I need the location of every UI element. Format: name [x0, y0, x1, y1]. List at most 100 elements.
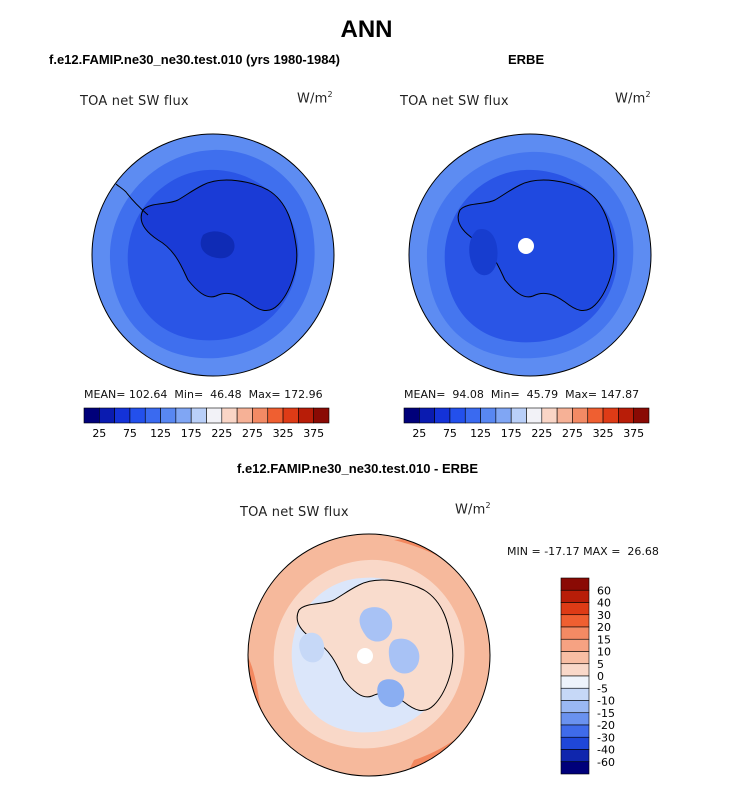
panel-3-colorbar-tick-label: -5 [597, 682, 608, 695]
panel-3-colorbar-swatch [560, 663, 590, 677]
panel-1-colorbar-swatch [313, 407, 330, 424]
panel-3-colorbar-tick-label: 30 [597, 609, 611, 622]
panel-3-field-label: TOA net SW flux [240, 505, 349, 520]
panel-1-colorbar-swatch [99, 407, 115, 424]
panel-3-colorbar-swatch [560, 675, 590, 689]
panel-2-ice-sheet [457, 179, 615, 312]
panel-3-missing-pole [357, 648, 373, 664]
panel-3-colorbar-swatch [560, 651, 590, 665]
panel-3-colorbar-swatch [560, 761, 590, 775]
panel-3-interior-patch-b [388, 638, 420, 674]
panel-2-colorbar-swatch [495, 407, 512, 424]
panel-2-title: ERBE [508, 52, 545, 67]
figure-title: ANN [340, 16, 393, 43]
panel-2-colorbar-swatch [434, 407, 451, 424]
panel-3-colorbar-swatch [560, 687, 590, 701]
panel-3-colorbar-tick-label: 0 [597, 670, 604, 683]
panel-2-colorbar-swatch [572, 407, 589, 424]
panel-1-colorbar-swatch [236, 407, 253, 424]
panel-2-map [408, 133, 652, 377]
panel-3-map [247, 533, 491, 777]
panel-1-colorbar-tick-label: 25 [92, 427, 106, 440]
panel-3-stats: MIN = -17.17 MAX = 26.68 [507, 545, 659, 558]
panel-2-colorbar-tick-label: 125 [470, 427, 491, 440]
panel-1-colorbar-tick-label: 175 [181, 427, 202, 440]
panel-3-colorbar-swatch [560, 614, 590, 628]
panel-3-colorbar-tick-label: 5 [597, 658, 604, 671]
panel-1-colorbar-swatch [83, 407, 100, 424]
panel-2-units: W/m2 [615, 90, 651, 107]
panel-2-colorbar-tick-label: 325 [593, 427, 614, 440]
panel-1-colorbar-tick-label: 275 [242, 427, 263, 440]
panel-3-colorbar-swatch [560, 577, 590, 591]
panel-2-field-label: TOA net SW flux [400, 94, 509, 109]
panel-2-colorbar-tick-label: 75 [443, 427, 457, 440]
panel-1-colorbar-swatch [175, 407, 192, 424]
panel-3-colorbar-tick-label: 60 [597, 584, 611, 597]
panel-1-colorbar-swatch [206, 407, 223, 424]
panel-1-colorbar-swatch [298, 407, 314, 424]
panel-3-interior-patch-d [377, 679, 405, 708]
panel-3-colorbar-tick-label: -20 [597, 719, 615, 732]
panel-3-colorbar-swatch [560, 712, 590, 726]
panel-1-colorbar-swatch [267, 407, 284, 424]
panel-2-colorbar-tick-label: 375 [623, 427, 644, 440]
panel-3-colorbar-tick-label: -15 [597, 707, 615, 720]
panel-2-stats: MEAN= 94.08 Min= 45.79 Max= 147.87 [404, 388, 640, 401]
panel-2-colorbar-swatch [587, 407, 604, 424]
panel-1-colorbar-swatch [282, 407, 299, 424]
panel-3-colorbar-swatch [560, 724, 590, 738]
panel-2-colorbar-swatch [480, 407, 497, 424]
panel-2-colorbar-swatch [541, 407, 558, 424]
panel-3-colorbar-swatch [560, 589, 590, 603]
panel-3-colorbar-swatch [560, 749, 590, 763]
panel-2-interior-low [469, 229, 498, 276]
panel-3-units: W/m2 [455, 501, 491, 518]
panel-2-colorbar-tick-label: 25 [412, 427, 426, 440]
panel-2-colorbar-swatch [556, 407, 573, 424]
panel-1-colorbar-swatch [114, 407, 131, 424]
panel-1-colorbar-swatch [221, 407, 238, 424]
panel-1-colorbar: 25 75 125 175 225 275 325 375 [83, 407, 330, 440]
panel-3-colorbar-tick-label: -30 [597, 731, 615, 744]
panel-2-colorbar-swatch [602, 407, 619, 424]
panel-2-colorbar-swatch [526, 407, 543, 424]
panel-1-peninsula [115, 183, 149, 216]
panel-3-title: f.e12.FAMIP.ne30_ne30.test.010 - ERBE [237, 461, 479, 476]
panel-3-colorbar-tick-label: -60 [597, 756, 615, 769]
panel-1-title: f.e12.FAMIP.ne30_ne30.test.010 (yrs 1980… [49, 52, 340, 67]
panel-1-field-label: TOA net SW flux [80, 94, 189, 109]
panel-1-colorbar-swatch [190, 407, 207, 424]
panel-1-colorbar-tick-label: 375 [303, 427, 324, 440]
panel-2-colorbar-tick-label: 225 [531, 427, 552, 440]
panel-2-colorbar-tick-label: 175 [501, 427, 522, 440]
panel-3-interior-patch-a [359, 607, 393, 642]
panel-2-colorbar: 25 75 125 175 225 275 325 375 [403, 407, 650, 440]
panel-2-colorbar-swatch [633, 407, 650, 424]
panel-2-colorbar-swatch [510, 407, 527, 424]
panel-3-colorbar-tick-label: 15 [597, 633, 611, 646]
panel-1-stats: MEAN= 102.64 Min= 46.48 Max= 172.96 [84, 388, 323, 401]
panel-3-colorbar-tick-label: -10 [597, 695, 615, 708]
panel-1-colorbar-tick-label: 125 [150, 427, 171, 440]
panel-1-interior-low [200, 231, 235, 259]
panel-2-missing-pole [518, 238, 534, 254]
panel-1-colorbar-swatch [160, 407, 177, 424]
panel-3-colorbar-tick-label: -40 [597, 744, 615, 757]
panel-3-colorbar-tick-label: 20 [597, 621, 611, 634]
panel-2-colorbar-swatch [464, 407, 481, 424]
panel-2-colorbar-swatch [403, 407, 420, 424]
panel-1-colorbar-swatch [144, 407, 161, 424]
panel-1-colorbar-swatch [252, 407, 269, 424]
panel-3-colorbar-swatch [560, 700, 590, 714]
panel-3-colorbar-swatch [560, 736, 590, 750]
panel-1-units: W/m2 [297, 90, 333, 107]
panel-1-colorbar-tick-label: 75 [123, 427, 137, 440]
panel-3-ice-sheet [296, 579, 454, 712]
panel-1-colorbar-swatch [129, 407, 146, 424]
panel-2-colorbar-swatch [618, 407, 634, 424]
panel-3-colorbar-tick-label: 10 [597, 646, 611, 659]
panel-2-colorbar-swatch [419, 407, 435, 424]
panel-3-colorbar-tick-label: 40 [597, 597, 611, 610]
